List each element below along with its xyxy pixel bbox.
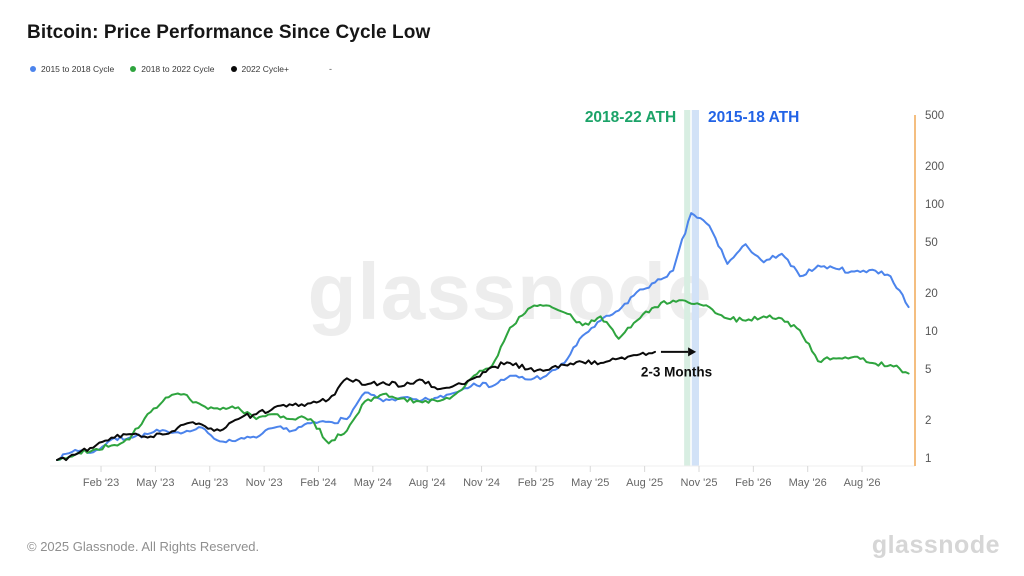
x-tick-label: Nov '25 xyxy=(680,477,718,489)
series-line-2018-to-2022-cycle xyxy=(56,299,910,461)
y-tick-label: 200 xyxy=(925,160,945,173)
legend-item-2022-cycle-[interactable]: 2022 Cycle+ xyxy=(230,64,290,74)
footer-copyright: © 2025 Glassnode. All Rights Reserved. xyxy=(27,539,260,554)
x-tick-label: Aug '23 xyxy=(191,477,229,489)
series-line-2022-cycle- xyxy=(56,350,656,462)
x-tick-label: Feb '25 xyxy=(517,477,555,489)
legend-extra-dash: - xyxy=(329,64,332,74)
legend-dot-icon xyxy=(30,66,36,72)
duration-arrow-head xyxy=(688,347,697,357)
y-tick-label: 500 xyxy=(925,110,945,123)
y-tick-label: 1 xyxy=(925,453,932,465)
y-tick-label: 50 xyxy=(925,237,938,250)
page-title: Bitcoin: Price Performance Since Cycle L… xyxy=(27,22,431,43)
legend-item-2018-to-2022-cycle[interactable]: 2018 to 2022 Cycle xyxy=(130,64,215,74)
legend-item-label: 2018 to 2022 Cycle xyxy=(141,64,215,74)
x-tick-label: May '23 xyxy=(136,477,175,489)
x-tick-label: Feb '23 xyxy=(82,477,120,489)
legend-dot-icon xyxy=(230,66,237,72)
x-tick-label: May '24 xyxy=(353,477,392,489)
annotation-ath-2015-18: 2015-18 ATH xyxy=(707,109,800,126)
x-tick-label: Feb '24 xyxy=(300,477,337,489)
x-tick-label: May '26 xyxy=(788,477,827,489)
glassnode-watermark: glassnode xyxy=(307,247,713,336)
x-tick-label: May '25 xyxy=(571,477,610,489)
y-tick-label: 100 xyxy=(925,199,945,211)
x-tick-label: Aug '26 xyxy=(843,477,881,489)
legend-item-2015-to-2018-cycle[interactable]: 2015 to 2018 Cycle xyxy=(30,64,114,74)
legend-item-label: 2022 Cycle+ xyxy=(241,64,290,74)
series-line-2015-to-2018-cycle xyxy=(56,212,910,461)
y-tick-label: 20 xyxy=(925,287,938,300)
y-tick-label: 2 xyxy=(925,414,932,427)
x-tick-label: Nov '24 xyxy=(463,477,501,489)
x-tick-label: Nov '23 xyxy=(245,477,283,489)
ath-band-0 xyxy=(684,110,691,466)
y-tick-label: 10 xyxy=(925,326,938,338)
legend-item-label: 2015 to 2018 Cycle xyxy=(41,64,115,74)
legend-dot-icon xyxy=(130,66,137,72)
chart-legend: 2015 to 2018 Cycle 2018 to 2022 Cycle 2022… xyxy=(30,64,332,74)
ath-band-1 xyxy=(691,110,699,466)
y-tick-label: 5 xyxy=(925,364,932,377)
x-tick-label: Aug '25 xyxy=(626,477,664,489)
x-tick-label: Feb '26 xyxy=(735,477,772,489)
annotation-duration: 2-3 Months xyxy=(640,364,713,380)
footer-brand-logo: glassnode xyxy=(871,531,1000,559)
annotation-ath-2018-22: 2018-22 ATH xyxy=(584,109,677,126)
x-tick-label: Aug '24 xyxy=(408,477,446,489)
